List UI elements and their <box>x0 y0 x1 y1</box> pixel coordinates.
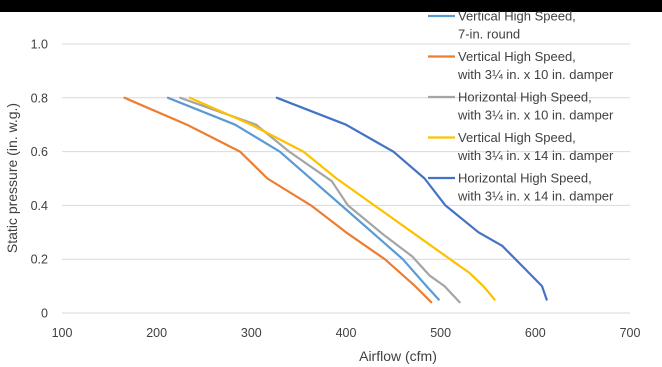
legend-label: Vertical High Speed, <box>458 9 576 24</box>
x-tick-label: 700 <box>620 326 641 340</box>
y-tick-label: 0.2 <box>31 253 48 267</box>
x-tick-label: 100 <box>52 326 73 340</box>
x-tick-label: 500 <box>430 326 451 340</box>
legend-item-4: Vertical High Speed, with 3¼ in. x 14 in.… <box>428 130 614 163</box>
x-axis-title: Airflow (cfm) <box>359 348 437 364</box>
x-tick-label: 400 <box>336 326 357 340</box>
x-tick-label: 200 <box>146 326 167 340</box>
x-axis-ticks: 100 200 300 400 500 600 700 <box>52 326 641 340</box>
series-line-2 <box>123 96 433 304</box>
legend-label: with 3¼ in. x 14 in. damper <box>457 189 614 204</box>
y-tick-label: 0.6 <box>31 145 48 159</box>
y-axis-ticks: 0 0.2 0.4 0.6 0.8 1.0 <box>31 38 48 321</box>
series-line-3 <box>179 96 461 304</box>
legend-item-1: Vertical High Speed, 7-in. round <box>428 9 576 42</box>
y-axis-title: Static pressure (in. w.g.) <box>4 103 20 253</box>
legend-item-5: Horizontal High Speed, with 3¼ in. x 14 i… <box>428 171 614 204</box>
legend-label: Horizontal High Speed, <box>458 90 592 105</box>
series-line-5 <box>275 96 548 301</box>
legend-label: Vertical High Speed, <box>458 49 576 64</box>
legend-label: with 3¼ in. x 10 in. damper <box>457 108 614 123</box>
y-tick-label: 1.0 <box>31 38 48 52</box>
legend-label: with 3¼ in. x 10 in. damper <box>457 67 614 82</box>
y-tick-label: 0 <box>41 307 48 321</box>
x-tick-label: 300 <box>241 326 262 340</box>
legend-item-3: Horizontal High Speed, with 3¼ in. x 10 i… <box>428 90 614 123</box>
legend: Vertical High Speed,7-in. roundVertical … <box>428 9 614 204</box>
series-line-4 <box>188 96 496 301</box>
legend-item-2: Vertical High Speed, with 3¼ in. x 10 in.… <box>428 49 614 82</box>
legend-label: Horizontal High Speed, <box>458 171 592 186</box>
gridlines <box>62 43 630 314</box>
x-tick-label: 600 <box>525 326 546 340</box>
top-border <box>0 0 662 12</box>
legend-label: with 3¼ in. x 14 in. damper <box>457 148 614 163</box>
series-lines <box>123 96 548 304</box>
y-tick-label: 0.4 <box>31 199 48 213</box>
legend-label: 7-in. round <box>458 27 520 42</box>
legend-label: Vertical High Speed, <box>458 130 576 145</box>
series-line-1 <box>166 96 440 301</box>
y-tick-label: 0.8 <box>31 91 48 105</box>
